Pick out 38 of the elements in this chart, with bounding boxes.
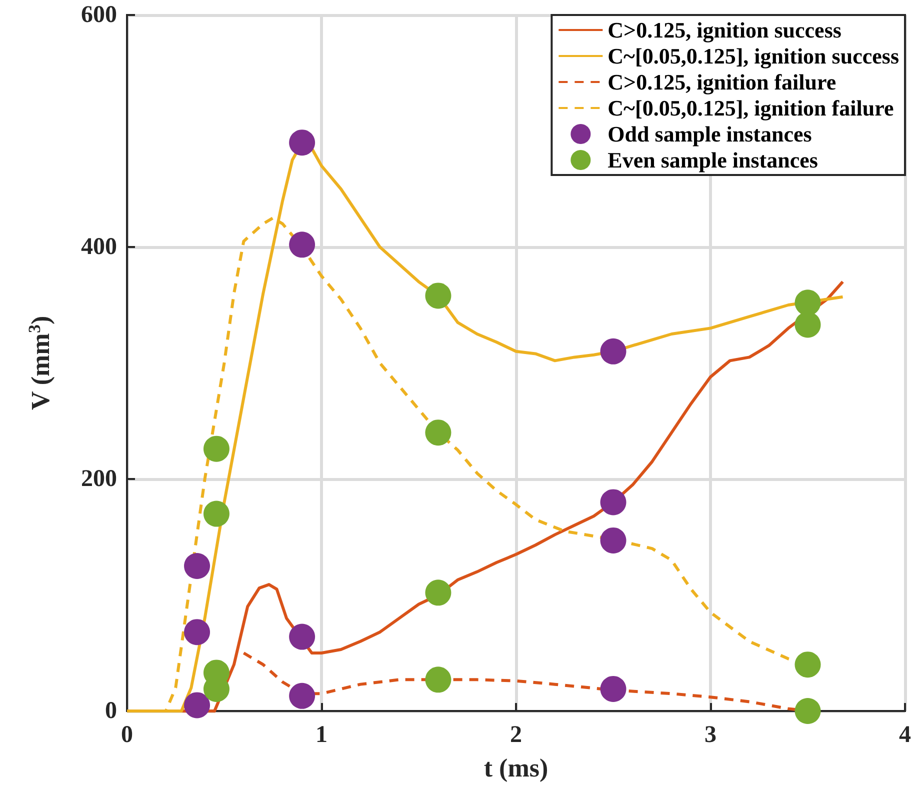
x-tick-label: 2 bbox=[510, 722, 522, 748]
point bbox=[794, 290, 821, 316]
y-tick-label: 200 bbox=[81, 466, 117, 492]
point bbox=[425, 282, 452, 309]
x-tick-label: 3 bbox=[704, 722, 716, 748]
y-tick-label: 400 bbox=[81, 234, 117, 260]
point bbox=[184, 692, 210, 718]
point bbox=[203, 500, 230, 527]
point bbox=[600, 527, 626, 554]
point bbox=[600, 676, 626, 702]
legend-label: C~[0.05,0.125], ignition success bbox=[608, 44, 900, 68]
point bbox=[600, 489, 626, 516]
y-tick-label: 600 bbox=[81, 2, 117, 28]
point bbox=[794, 698, 821, 724]
legend-label: C>0.125, ignition failure bbox=[608, 70, 836, 94]
legend-label: Odd sample instances bbox=[608, 122, 812, 146]
y-axis-title: V (mm3) bbox=[25, 316, 55, 410]
point bbox=[289, 130, 316, 156]
x-tick-label: 4 bbox=[899, 722, 911, 748]
x-axis-title: t (ms) bbox=[484, 754, 548, 782]
point bbox=[425, 420, 452, 446]
x-tick-label: 1 bbox=[316, 722, 328, 748]
point bbox=[289, 624, 316, 650]
point bbox=[794, 312, 821, 338]
x-tick-label: 0 bbox=[121, 722, 133, 748]
point bbox=[203, 436, 230, 462]
legend-label: C>0.125, ignition success bbox=[608, 18, 842, 42]
point bbox=[425, 666, 452, 693]
point bbox=[289, 682, 316, 709]
legend-label: C~[0.05,0.125], ignition failure bbox=[608, 96, 894, 120]
point bbox=[289, 232, 316, 258]
legend-label: Even sample instances bbox=[608, 148, 818, 172]
y-tick-label: 0 bbox=[105, 698, 117, 724]
point bbox=[425, 580, 452, 606]
point bbox=[184, 553, 210, 579]
point bbox=[794, 652, 821, 678]
point bbox=[184, 619, 210, 646]
point bbox=[600, 338, 626, 364]
